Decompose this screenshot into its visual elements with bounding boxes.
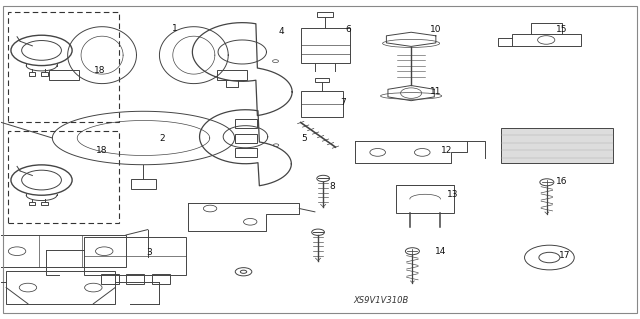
- Text: 15: 15: [556, 25, 567, 34]
- Bar: [49, 70, 79, 80]
- Bar: [235, 134, 257, 143]
- Bar: [317, 11, 333, 17]
- Bar: [301, 28, 349, 63]
- Bar: [100, 274, 118, 284]
- Bar: [152, 274, 170, 284]
- Bar: [235, 148, 257, 157]
- Text: 11: 11: [429, 87, 441, 96]
- Text: 8: 8: [330, 182, 335, 191]
- Bar: [6, 271, 115, 304]
- Bar: [501, 128, 613, 163]
- Bar: [8, 131, 119, 223]
- Text: 4: 4: [278, 27, 284, 36]
- Bar: [41, 202, 47, 205]
- Bar: [235, 120, 257, 128]
- Bar: [41, 72, 47, 76]
- Text: 6: 6: [346, 25, 351, 34]
- Bar: [131, 179, 156, 189]
- Bar: [396, 185, 454, 213]
- Text: 5: 5: [301, 134, 307, 144]
- Text: 10: 10: [429, 25, 441, 34]
- Text: 3: 3: [147, 248, 152, 257]
- Text: 17: 17: [559, 251, 570, 260]
- Text: XS9V1V310B: XS9V1V310B: [353, 296, 408, 305]
- Bar: [315, 78, 329, 82]
- Text: 1: 1: [172, 24, 178, 33]
- Bar: [29, 72, 35, 76]
- Bar: [0, 235, 126, 267]
- Text: 18: 18: [96, 146, 107, 155]
- Text: 2: 2: [159, 134, 165, 144]
- Text: 13: 13: [447, 190, 459, 199]
- Bar: [29, 202, 35, 205]
- Bar: [301, 91, 343, 117]
- Bar: [84, 237, 186, 275]
- Bar: [126, 274, 144, 284]
- Text: 12: 12: [441, 145, 452, 154]
- Text: 18: 18: [94, 66, 106, 76]
- Text: 14: 14: [435, 247, 446, 256]
- Bar: [217, 70, 247, 80]
- Bar: [8, 12, 119, 122]
- Text: 7: 7: [340, 98, 346, 107]
- Bar: [512, 34, 580, 46]
- Text: 16: 16: [556, 177, 567, 186]
